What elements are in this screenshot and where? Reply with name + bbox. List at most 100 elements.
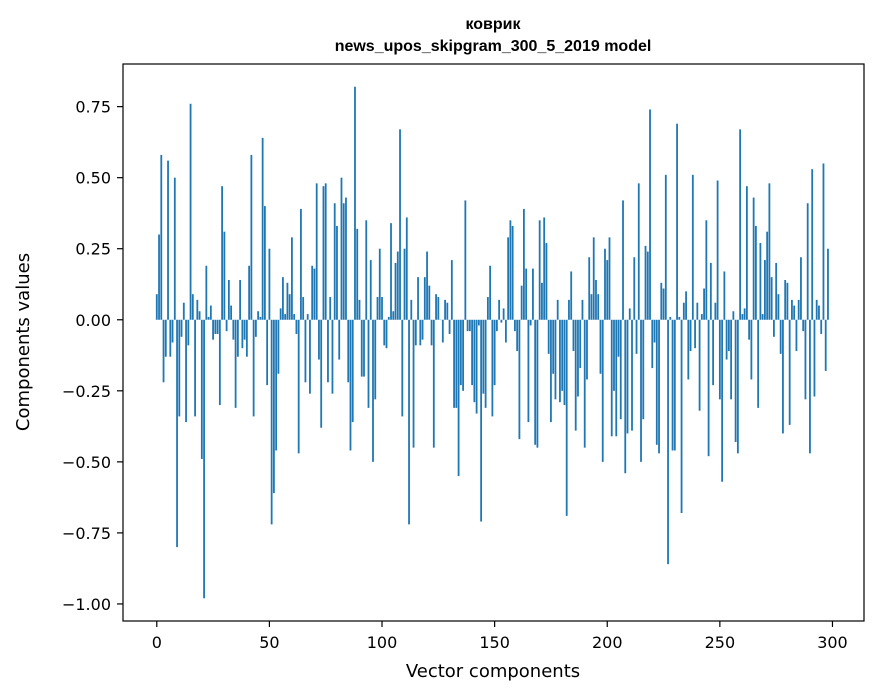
x-tick-label: 250 (705, 633, 736, 652)
bar-280 (786, 282, 789, 320)
bar-212 (633, 257, 636, 320)
bar-55 (279, 308, 282, 320)
bar-227 (667, 319, 669, 565)
bar-284 (795, 319, 798, 352)
bar-122 (430, 319, 433, 346)
bar-198 (601, 319, 604, 462)
bar-132 (453, 319, 455, 408)
bar-222 (655, 319, 658, 445)
bar-144 (480, 319, 483, 522)
bar-106 (394, 262, 397, 320)
chart-title: коврик (465, 16, 521, 33)
bar-172 (543, 217, 546, 320)
bar-105 (392, 311, 395, 320)
bar-199 (604, 248, 606, 320)
bar-253 (725, 319, 728, 360)
bar-69 (311, 265, 314, 320)
bar-57 (284, 314, 287, 320)
bar-45 (257, 311, 260, 320)
bar-91 (360, 319, 363, 377)
bar-276 (777, 294, 780, 320)
bar-82 (340, 177, 343, 320)
bar-291 (811, 169, 814, 320)
bar-196 (597, 294, 600, 320)
x-tick-label: 100 (367, 633, 398, 652)
bar-148 (489, 265, 492, 320)
bar-177 (554, 319, 557, 400)
bar-48 (263, 206, 266, 320)
bar-179 (559, 319, 561, 403)
bar-75 (324, 183, 327, 320)
bar-220 (651, 319, 654, 369)
bar-62 (295, 319, 298, 334)
bar-76 (327, 319, 329, 383)
bar-89 (356, 228, 359, 320)
bar-23 (207, 316, 210, 320)
bar-265 (752, 197, 755, 320)
bar-30 (223, 231, 226, 320)
bar-92 (363, 319, 365, 377)
bar-296 (822, 163, 825, 320)
bar-31 (225, 319, 228, 332)
bar-195 (595, 279, 597, 320)
bar-219 (649, 109, 651, 320)
bar-96 (372, 319, 374, 462)
bar-238 (691, 174, 694, 320)
bar-249 (716, 180, 719, 320)
bar-114 (412, 319, 415, 448)
bar-1 (158, 234, 160, 320)
bar-240 (696, 302, 699, 320)
bar-56 (282, 277, 284, 320)
bar-115 (414, 319, 417, 346)
bar-270 (764, 260, 766, 320)
bar-107 (396, 251, 399, 320)
bar-84 (345, 197, 347, 320)
bar-137 (464, 200, 467, 320)
bar-44 (254, 319, 257, 337)
bars-group (155, 86, 829, 599)
bar-188 (579, 319, 582, 369)
chart-subtitle: news_upos_skipgram_300_5_2019 model (335, 38, 652, 55)
bar-231 (676, 123, 678, 320)
bar-170 (538, 220, 541, 320)
bar-111 (405, 217, 408, 320)
bar-104 (390, 223, 392, 320)
bar-93 (365, 220, 368, 320)
bar-14 (187, 319, 190, 346)
bar-124 (435, 294, 437, 320)
bar-225 (662, 288, 665, 320)
bar-215 (640, 319, 642, 462)
bar-181 (563, 319, 566, 406)
bar-186 (574, 319, 577, 431)
bar-6 (169, 319, 172, 357)
bar-140 (471, 319, 473, 386)
bar-289 (806, 203, 809, 320)
bar-5 (167, 160, 169, 320)
bar-43 (252, 319, 255, 417)
bar-229 (671, 319, 674, 451)
bar-8 (173, 177, 176, 320)
bar-263 (748, 319, 751, 340)
bar-4 (164, 319, 167, 357)
bar-15 (189, 103, 192, 320)
bar-168 (534, 319, 537, 445)
bar-245 (707, 319, 710, 457)
bar-86 (349, 319, 352, 451)
bar-79 (333, 203, 336, 320)
bar-113 (410, 299, 413, 320)
bar-194 (592, 237, 595, 320)
bar-74 (322, 186, 325, 320)
bar-283 (793, 305, 796, 320)
bar-152 (498, 299, 501, 320)
bar-41 (248, 265, 251, 320)
bar-288 (804, 319, 807, 400)
x-tick-label: 200 (592, 633, 623, 652)
bar-226 (664, 174, 667, 320)
bar-257 (734, 319, 737, 442)
bar-129 (446, 302, 449, 320)
bar-37 (239, 279, 242, 320)
bar-260 (741, 314, 744, 320)
bar-42 (250, 154, 253, 320)
bar-295 (820, 319, 823, 334)
bar-158 (511, 225, 514, 320)
